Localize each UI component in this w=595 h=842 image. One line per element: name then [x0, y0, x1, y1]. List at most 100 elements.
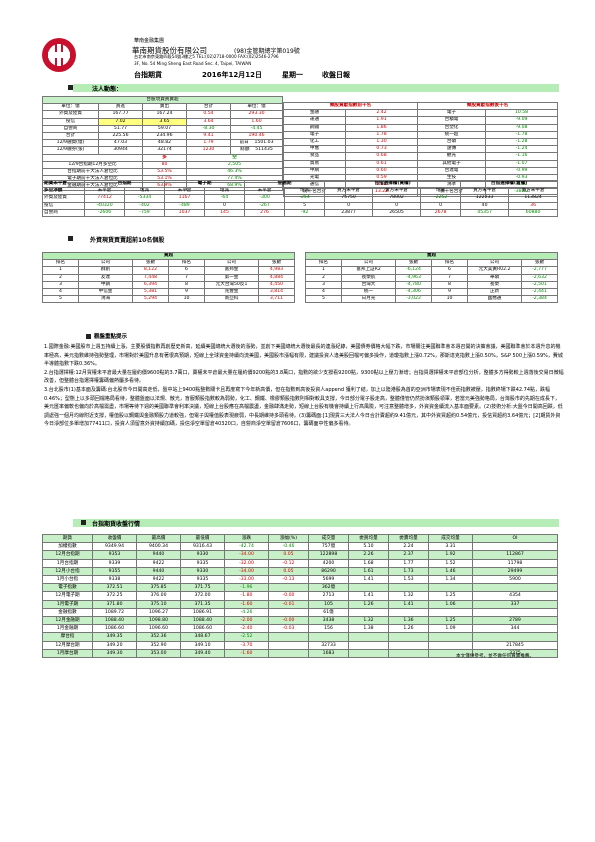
- foreign-top10-title: 外資現貨買賣超前10名個股: [90, 237, 165, 244]
- oi-cell: 122233: [460, 194, 510, 203]
- quote-row: 金融指數 1089.72 1096.27 1086.91 -4.26 61億: [42, 607, 558, 618]
- oi-cell: -267: [244, 201, 286, 210]
- quote-cell: 2.26: [348, 550, 389, 560]
- quote-cell: [472, 542, 558, 552]
- stock-name: 中信金: [78, 288, 133, 297]
- net-value: 1.79: [186, 139, 231, 148]
- quote-cell: 1.46: [428, 566, 473, 577]
- ls-corner: [42, 153, 143, 162]
- sector-bottom-value: -1.07: [485, 159, 559, 168]
- quote-cell: [388, 632, 429, 642]
- quote-cell: -1.96: [224, 583, 269, 593]
- quote-cell: -42.74: [224, 542, 269, 552]
- quote-cell: [308, 632, 349, 642]
- buy-value: 47.03: [98, 139, 143, 148]
- sector-top-name: 貿易: [283, 159, 346, 168]
- quote-cell: 1.34: [428, 575, 473, 585]
- oi-cell: 45357: [460, 208, 510, 218]
- quote-cell: 1.41: [348, 575, 389, 585]
- oi-cell: 78002: [372, 194, 422, 203]
- quote-cell: 371.80: [92, 599, 137, 609]
- quote-cell: 1.38: [348, 624, 389, 634]
- quote-cell: 3.31: [428, 542, 473, 552]
- stock-name: 中鋼: [78, 280, 133, 290]
- quote-cell: -0.12: [268, 558, 309, 568]
- shares: -6,124: [395, 266, 432, 275]
- other-label: 前日: [239, 140, 249, 146]
- oi-cell: -2252: [420, 194, 462, 203]
- quote-cell: 757億: [308, 542, 349, 552]
- quote-cell: -34.00: [224, 550, 269, 560]
- quote-cell: -32.00: [224, 558, 269, 568]
- row-label: 合計: [42, 132, 99, 141]
- quote-cell: 9440: [136, 566, 181, 577]
- quote-cell: -3.70: [224, 640, 269, 650]
- other-value: 1.60: [229, 117, 284, 126]
- col-header: 賣出: [142, 103, 187, 112]
- sell-title: 賣超: [304, 251, 559, 261]
- quote-row: 12月台指期 9353 9440 9330 -34.00 0.05 122898 2.26 2.…: [42, 550, 558, 560]
- stock-name: 元大台灣50反1: [204, 280, 259, 290]
- rank: 3: [42, 280, 79, 290]
- quote-cell: [348, 640, 389, 650]
- oi-cell: 1167: [164, 194, 206, 203]
- quote-row: 電子指數 372.51 375.85 371.75 -1.96 362億: [42, 583, 558, 593]
- quote-cell: 372.51: [92, 583, 137, 593]
- sell-value: 32174: [142, 146, 187, 155]
- stock-name: 長榮: [467, 280, 522, 290]
- oi-cell: -759: [123, 208, 166, 218]
- quote-cell: 349.30: [92, 648, 137, 659]
- quote-cell: 362億: [308, 583, 349, 593]
- shares: -2,777: [520, 266, 559, 275]
- quote-cell: [268, 583, 309, 593]
- oi-cell: 40: [460, 201, 510, 210]
- oi-cell: 0: [372, 201, 422, 210]
- short-header: 空: [185, 153, 284, 162]
- buy-value: 7.02: [98, 117, 143, 126]
- quote-cell: 349.20: [92, 640, 137, 650]
- oi-cell: 2678: [420, 208, 462, 218]
- report-type: 收盤日報: [322, 71, 350, 79]
- oi-subhead: 增減: [420, 187, 462, 196]
- quote-cell: 11798: [472, 558, 558, 568]
- rank: 4: [305, 288, 342, 297]
- quote-cell: 1.09: [428, 624, 473, 634]
- sector-bottom-value: -1.78: [485, 130, 559, 140]
- shares: 7,448: [132, 273, 169, 282]
- quote-cell: [348, 648, 389, 659]
- quote-cell: 337: [472, 599, 558, 609]
- quote-cell: 1.53: [388, 575, 429, 585]
- stock-name: 統一: [341, 288, 396, 297]
- sector-bottom-name: 其他電子: [417, 159, 487, 168]
- oi-cell: -300: [244, 194, 286, 203]
- sector-bottom-value: -1.24: [485, 145, 559, 154]
- quote-cell: 9422: [136, 575, 181, 585]
- oi-cell: 276: [244, 208, 286, 218]
- sector-top-value: 0.73: [344, 145, 419, 154]
- contract-name: 12月小台指: [42, 566, 93, 577]
- row-label: 自營商: [42, 124, 99, 134]
- quote-cell: 9330: [180, 566, 225, 577]
- col-header: 漲幅(%): [268, 533, 309, 544]
- quote-cell: 1098.80: [136, 616, 181, 626]
- rank: 2: [305, 273, 342, 282]
- quote-cell: [268, 632, 309, 642]
- quote-cell: 352.36: [136, 632, 181, 642]
- sell-value: 3.65: [142, 117, 187, 126]
- stock-name: 元大美黃R02.2: [467, 266, 522, 275]
- quote-cell: 1.25: [428, 591, 473, 601]
- stock-name: 兆豐金: [204, 288, 259, 297]
- sector-top-name: 電子: [283, 130, 346, 140]
- col-header: 張數: [395, 259, 432, 268]
- quote-cell: 105: [308, 599, 349, 609]
- license-number: (98)金管期總字第019號: [234, 48, 300, 55]
- sector-bottom-name: 台積電: [417, 116, 487, 125]
- shares: 6,394: [132, 280, 169, 290]
- sector-top-name: 中喬: [283, 145, 346, 154]
- institutional-section-title: 法人動態：: [92, 86, 123, 93]
- quote-cell: 1683: [308, 648, 349, 659]
- quote-cell: 1.61: [348, 566, 389, 577]
- quote-cell: 1088.40: [180, 616, 225, 626]
- quote-cell: 1086.91: [180, 607, 225, 618]
- shares: -2,632: [520, 273, 559, 282]
